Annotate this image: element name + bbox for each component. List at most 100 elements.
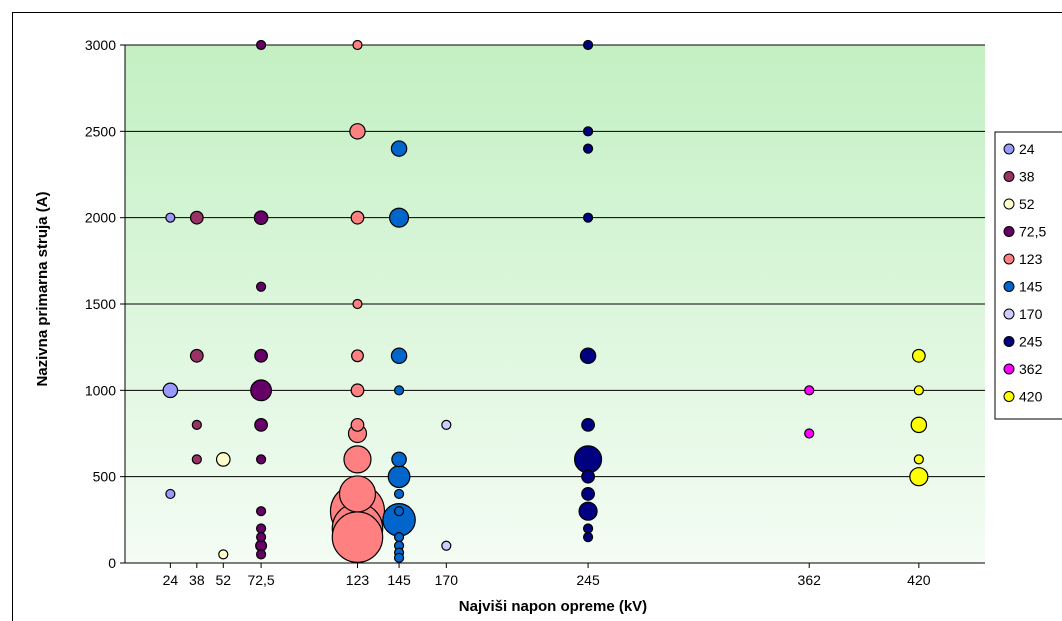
y-tick-label: 2000 <box>85 210 116 226</box>
bubble-72-5 <box>255 39 267 51</box>
legend-label: 145 <box>1019 279 1043 295</box>
bubble-38 <box>191 419 202 430</box>
bubble-145 <box>393 506 405 517</box>
x-tick-label: 420 <box>907 572 931 588</box>
bubble-245 <box>582 531 594 543</box>
x-tick-label: 362 <box>798 572 822 588</box>
x-tick-label: 52 <box>215 572 231 588</box>
bubble-245 <box>582 143 594 154</box>
bubble-145 <box>393 488 405 500</box>
bubble-72-5 <box>255 531 267 543</box>
bubble-123 <box>350 210 365 225</box>
bubble-145 <box>390 140 408 157</box>
bubble-72-5 <box>253 210 269 226</box>
bubble-123 <box>351 349 364 363</box>
bubble-245 <box>582 39 594 51</box>
bubble-123 <box>350 417 365 432</box>
y-tick-label: 0 <box>108 555 116 571</box>
gridlines <box>125 44 985 478</box>
bubble-38 <box>191 454 202 465</box>
bubble-72-5 <box>255 506 267 517</box>
bubble-245 <box>581 469 595 484</box>
bubble-420 <box>909 467 929 487</box>
legend-label: 170 <box>1019 306 1043 322</box>
bubble-245 <box>578 501 598 521</box>
legend-marker <box>1003 281 1015 292</box>
y-tick-label: 2500 <box>85 123 116 139</box>
bubble-72-5 <box>254 417 268 432</box>
bubble-123 <box>343 445 372 474</box>
bubble-123 <box>350 383 365 398</box>
x-axis-label: Najviši napon opreme (kV) <box>459 598 647 615</box>
bubble-24 <box>162 382 179 399</box>
x-tick-label: 123 <box>346 572 370 588</box>
bubble-145 <box>393 385 405 396</box>
bubble-123 <box>352 298 363 310</box>
legend-label: 362 <box>1019 361 1043 377</box>
y-tick-label: 1500 <box>85 296 116 312</box>
bubble-420 <box>913 385 924 396</box>
bubble-38 <box>189 348 204 363</box>
bubble-245 <box>582 523 594 534</box>
bubble-245 <box>579 347 597 365</box>
bubble-72-5 <box>250 379 273 402</box>
legend-marker <box>1003 171 1015 182</box>
y-tick-label: 1000 <box>85 382 116 398</box>
x-tick-label: 38 <box>189 572 205 588</box>
bubble-145 <box>393 552 405 563</box>
bubble-145 <box>390 347 408 365</box>
bubble-170 <box>441 540 452 551</box>
axes: 0 500 1000 1500 2000 2500 3000 24 38 52 72,5 123 145… <box>85 37 985 588</box>
x-tick-label: 72,5 <box>247 572 274 588</box>
legend-label: 123 <box>1019 251 1043 267</box>
bubble-123 <box>352 39 363 51</box>
bubble-52 <box>218 549 229 560</box>
bubble-72-5 <box>255 523 267 534</box>
bubbles <box>162 39 929 563</box>
legend-label: 24 <box>1019 141 1035 157</box>
bubble-362 <box>804 428 815 439</box>
bubble-145 <box>393 531 405 543</box>
bubble-52 <box>215 452 231 467</box>
bubble-420 <box>913 454 924 465</box>
legend-label: 420 <box>1019 389 1043 405</box>
y-axis-label: Nazivna primarna struja (A) <box>34 191 51 386</box>
bubble-72-5 <box>255 281 267 292</box>
bubble-245 <box>582 212 594 223</box>
bubble-145 <box>387 465 411 489</box>
legend-marker <box>1003 391 1015 402</box>
legend-marker <box>1003 363 1015 375</box>
bubble-24 <box>165 212 176 223</box>
bubble-245 <box>582 126 594 137</box>
y-tick-label: 500 <box>93 469 117 485</box>
legend-marker <box>1003 143 1015 155</box>
bubble-123 <box>349 123 366 140</box>
bubble-145 <box>391 451 407 468</box>
legend-label: 72,5 <box>1019 224 1046 240</box>
x-tick-label: 170 <box>435 572 459 588</box>
y-tick-label: 3000 <box>85 37 116 53</box>
bubble-245 <box>573 445 603 474</box>
bubble-245 <box>581 487 595 501</box>
legend-marker <box>1003 308 1015 320</box>
legend: 24 38 52 72,5 123 145 170 245 362 420 <box>994 131 1062 420</box>
legend-marker <box>1003 198 1015 210</box>
bubble-420 <box>910 416 928 434</box>
bubble-362 <box>804 385 815 396</box>
x-tick-label: 24 <box>163 572 179 588</box>
legend-marker <box>1003 336 1015 347</box>
bubble-145 <box>389 207 410 228</box>
legend-marker <box>1003 253 1015 265</box>
bubble-24 <box>165 488 176 500</box>
bubble-123 <box>338 475 377 513</box>
bubble-420 <box>911 348 926 363</box>
x-tick-label: 145 <box>387 572 411 588</box>
x-tick-label: 245 <box>576 572 600 588</box>
bubble-72-5 <box>255 454 267 465</box>
bubble-72-5 <box>255 549 267 560</box>
bubble-72-5 <box>254 348 268 363</box>
bubble-170 <box>441 419 452 430</box>
bubble-245 <box>581 417 595 432</box>
legend-label: 52 <box>1019 196 1035 212</box>
